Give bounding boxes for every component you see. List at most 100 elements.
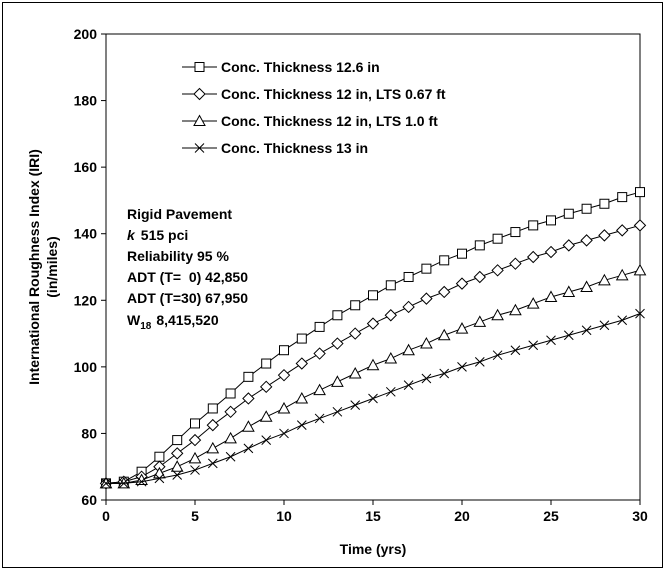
series-2-point-21 bbox=[473, 315, 487, 327]
series-3-point-17 bbox=[403, 380, 414, 391]
annotation-line-5: ADT (T=30) 67,950 bbox=[127, 290, 248, 306]
annotation-line-3: Reliability 95 % bbox=[127, 248, 229, 264]
series-1-point-18 bbox=[420, 292, 433, 305]
legend-marker-0 bbox=[194, 62, 205, 72]
series-0-point-9 bbox=[261, 358, 272, 369]
series-0-point-26 bbox=[563, 208, 574, 219]
series-2-point-9 bbox=[259, 410, 273, 422]
legend-marker-2 bbox=[193, 114, 206, 126]
series-3-point-20 bbox=[457, 362, 467, 372]
series-1-point-20 bbox=[455, 277, 469, 290]
series-2-point-28 bbox=[598, 273, 611, 286]
series-2-point-27 bbox=[580, 280, 593, 292]
series-3-point-12 bbox=[314, 413, 325, 424]
series-1-point-26 bbox=[562, 239, 576, 252]
annotation-line-4: ADT (T= 0) 42,850 bbox=[127, 269, 248, 285]
series-3-point-10 bbox=[279, 428, 289, 439]
series-1-point-5 bbox=[188, 433, 202, 447]
series-3-point-14 bbox=[350, 400, 361, 410]
series-1-point-15 bbox=[366, 317, 380, 330]
annotation-w-prefix: W bbox=[127, 312, 141, 328]
series-2-point-5 bbox=[188, 451, 202, 464]
series-0-point-25 bbox=[546, 215, 556, 226]
series-1 bbox=[99, 219, 647, 490]
series-1-point-8 bbox=[242, 392, 255, 405]
series-0-point-30 bbox=[635, 187, 645, 198]
plot-area bbox=[105, 33, 641, 501]
y-tick-label-0: 60 bbox=[81, 492, 97, 508]
series-3-point-6 bbox=[207, 458, 218, 469]
x-tick-label-6: 30 bbox=[632, 508, 648, 524]
y-tick-label-4: 140 bbox=[74, 226, 98, 242]
series-2-point-14 bbox=[348, 366, 362, 379]
series-2 bbox=[99, 263, 647, 489]
series-0-point-7 bbox=[225, 388, 236, 399]
series-3-point-25 bbox=[546, 335, 556, 346]
x-tick-label-0: 0 bbox=[102, 508, 110, 524]
series-1-point-6 bbox=[206, 418, 220, 432]
series-2-point-15 bbox=[366, 358, 380, 371]
series-2-point-8 bbox=[242, 420, 255, 432]
series-2-point-22 bbox=[491, 308, 504, 321]
series-2-point-17 bbox=[402, 343, 415, 356]
series-3-point-29 bbox=[617, 315, 628, 326]
series-2-point-20 bbox=[455, 322, 469, 334]
legend-label-0: Conc. Thickness 12.6 in bbox=[221, 59, 380, 75]
series-layer bbox=[99, 187, 647, 490]
series-1-point-24 bbox=[526, 250, 540, 264]
x-axis-title: Time (yrs) bbox=[340, 541, 407, 557]
legend-label-2: Conc. Thickness 12 in, LTS 1.0 ft bbox=[221, 113, 438, 129]
series-3-point-21 bbox=[474, 357, 485, 367]
x-tick-label-4: 20 bbox=[454, 508, 470, 524]
series-2-point-13 bbox=[331, 375, 344, 387]
series-3-point-2 bbox=[136, 476, 147, 487]
axis-ticks: 0 5 10 15 20 25 30 60 80 100 120 140 160 180 200 bbox=[74, 26, 648, 524]
y-axis-title: International Roughness Index (IRI) (in/… bbox=[26, 149, 60, 385]
series-1-point-25 bbox=[544, 245, 558, 259]
series-0-point-27 bbox=[581, 203, 592, 214]
series-3-point-0 bbox=[101, 478, 111, 489]
series-0-point-4 bbox=[172, 435, 183, 446]
series-1-point-9 bbox=[259, 380, 273, 394]
annotation-k-symbol: k bbox=[127, 227, 136, 243]
series-3-point-13 bbox=[332, 406, 343, 417]
series-1-point-16 bbox=[384, 309, 398, 322]
series-2-point-12 bbox=[313, 383, 326, 396]
series-1-point-30 bbox=[633, 219, 647, 232]
series-0-point-29 bbox=[617, 192, 628, 203]
legend-entry-3: Conc. Thickness 13 in bbox=[182, 140, 368, 156]
series-3-point-7 bbox=[225, 451, 236, 462]
series-0-point-16 bbox=[385, 280, 396, 291]
series-0-point-8 bbox=[243, 371, 254, 382]
series-1-point-7 bbox=[224, 405, 237, 418]
series-0-point-15 bbox=[368, 290, 378, 301]
series-0-point-24 bbox=[528, 220, 539, 231]
series-1-point-29 bbox=[615, 224, 629, 237]
series-2-point-4 bbox=[170, 460, 184, 472]
series-0-point-5 bbox=[190, 418, 200, 429]
series-1-point-12 bbox=[313, 347, 326, 360]
annotation-line-2: k 515 pci bbox=[127, 227, 188, 243]
series-2-point-10 bbox=[277, 401, 291, 414]
legend: Conc. Thickness 12.6 in Conc. Thickness 1… bbox=[182, 59, 446, 156]
series-3 bbox=[101, 308, 645, 489]
series-2-point-25 bbox=[544, 290, 558, 302]
series-2-point-24 bbox=[526, 297, 540, 309]
series-3-point-18 bbox=[421, 373, 432, 384]
annotation-line-6: W18 8,415,520 bbox=[127, 312, 219, 332]
y-tick-label-2: 100 bbox=[74, 359, 98, 375]
series-2-point-16 bbox=[384, 351, 398, 364]
annotation-w-value: 8,415,520 bbox=[156, 312, 218, 328]
series-0-point-11 bbox=[296, 333, 307, 344]
series-0-point-10 bbox=[279, 345, 289, 356]
series-3-point-24 bbox=[528, 340, 539, 351]
series-2-point-7 bbox=[224, 431, 237, 444]
legend-label-3: Conc. Thickness 13 in bbox=[221, 140, 368, 156]
y-tick-label-6: 180 bbox=[74, 93, 98, 109]
series-3-point-15 bbox=[368, 393, 378, 404]
annotation-w-sub: 18 bbox=[140, 321, 152, 332]
series-1-point-17 bbox=[402, 300, 415, 314]
series-3-point-23 bbox=[510, 345, 521, 356]
series-3-point-28 bbox=[599, 320, 610, 331]
